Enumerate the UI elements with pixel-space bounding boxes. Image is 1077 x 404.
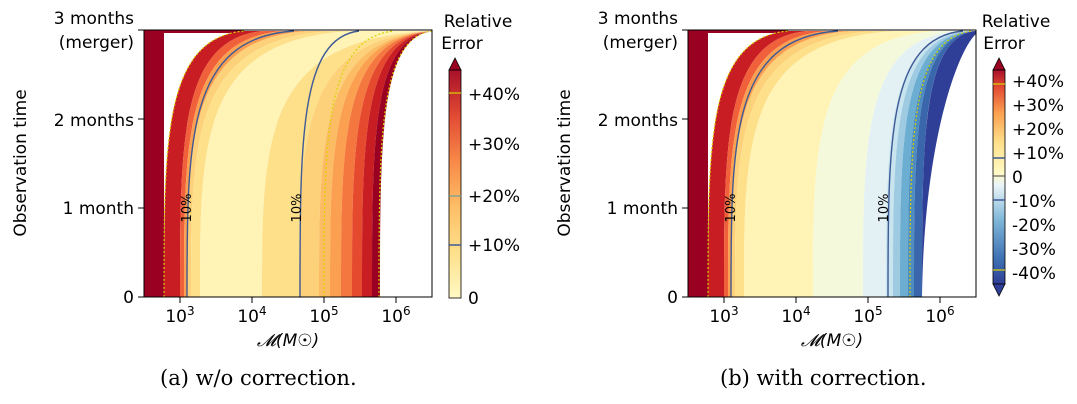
heat-band [813,31,958,297]
heat-band [299,31,432,297]
colorbar-title: Relative [444,12,513,32]
y-tick-label: 3 months [598,9,678,29]
dotted-contour [909,30,973,297]
heat-band [863,31,964,297]
empty-region [922,34,976,297]
colorbar-tick-label: -10% [1012,192,1056,212]
y-tick-label: 2 months [54,111,134,131]
panel-a: 10% 10% 0 1 month 2 months 3 months (mer… [11,9,520,351]
contour-line [730,30,839,297]
colorbar-tick-label: +40% [468,85,520,105]
heat-band [200,31,432,297]
colorbar-tick-label: -20% [1012,216,1056,236]
colorbar-tick-label: +10% [468,236,520,256]
contour-line [299,30,360,297]
colorbar-title: Relative [982,12,1051,32]
x-tick-label: 106 [381,304,410,327]
dotted-contour [378,30,432,297]
heat-band [372,31,432,297]
dotted-contour [707,30,789,297]
y-tick-label: 0 [667,288,678,308]
y-ticks-a: 0 1 month 2 months 3 months (merger) [54,9,144,308]
colorbar-tick-label: +30% [468,135,520,155]
x-tick-label: 105 [853,304,882,327]
y-tick-label: 0 [123,288,134,308]
heatmap-area-b [688,30,976,297]
x-tick-label: 103 [709,304,738,327]
y-tick-label: (merger) [59,33,134,53]
colorbar-tick-label: +20% [1012,120,1064,140]
plot-frame-a [143,29,433,298]
contour-label: 10% [290,194,305,223]
plot-frame-b [687,29,977,298]
x-tick-label: 105 [309,304,338,327]
heat-band [352,31,432,297]
colorbar-tick-label: +30% [1012,96,1064,116]
heat-band [362,31,432,297]
heat-band [688,30,708,297]
x-tick-label: 104 [781,304,810,327]
heat-band [164,31,264,297]
heat-band [330,31,432,297]
x-tick-label: 103 [165,304,194,327]
y-axis-label: Observation time [555,89,575,236]
heat-band [688,30,788,33]
colorbar-tick-label: +40% [1012,72,1064,92]
y-ticks-b: 0 1 month 2 months 3 months (merger) [598,9,688,308]
y-tick-label: 2 months [598,111,678,131]
dotted-contour [323,30,395,297]
x-axis-label: 𝓜(M☉) [257,331,319,351]
y-tick-label: (merger) [603,33,678,53]
x-tick-label: 104 [237,304,266,327]
dotted-contour [163,30,245,297]
panel-b: 10% 10% 0 1 month 2 months 3 months (mer… [555,9,1064,351]
y-axis-label: Observation time [11,89,31,236]
heat-band [262,31,432,297]
heat-band [144,30,244,33]
colorbar-tick-label: -40% [1012,264,1056,284]
x-axis-label: 𝓜(M☉) [801,331,863,351]
heat-band [708,31,808,297]
y-tick-label: 1 month [607,199,678,219]
colorbar-tick-label: 0 [468,289,479,309]
colorbar-tick-label: +20% [468,187,520,207]
heat-band [744,31,938,297]
contour-label: 10% [877,194,892,223]
y-tick-label: 3 months [54,9,134,29]
colorbar-tick-label: +10% [1012,144,1064,164]
colorbar-tick-label: 0 [1012,168,1023,188]
heat-band [900,31,973,297]
heat-band [914,31,975,297]
x-ticks-a: 103 104 105 106 [165,297,411,327]
contour-line [186,30,295,297]
colorbar-title: Error [441,34,482,54]
y-tick-label: 1 month [63,199,134,219]
x-ticks-b: 103 104 105 106 [709,297,955,327]
caption-b: (b) with correction. [720,366,927,390]
contour-label: 10% [724,194,739,223]
heatmap-area-a [144,30,432,297]
colorbar-tick-label: -30% [1012,240,1056,260]
colorbar-title: Error [983,34,1024,54]
x-tick-label: 106 [925,304,954,327]
caption-a: (a) w/o correction. [160,366,357,390]
colorbar-b: Relative Error +40% +30% +20% +10% 0 -10… [982,12,1064,297]
heat-band [144,30,164,297]
colorbar-a: Relative Error +40% +30% +20% +10% 0 [441,12,520,309]
contour-line [887,30,964,297]
contour-label: 10% [180,194,195,223]
heat-band [341,31,432,297]
